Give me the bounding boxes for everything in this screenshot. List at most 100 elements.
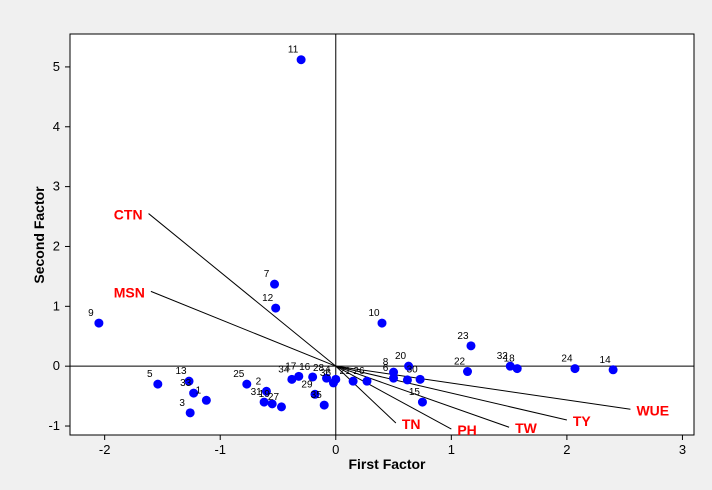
point-label: 30: [407, 364, 419, 375]
point-label: 36: [320, 368, 332, 379]
y-tick-label: 2: [53, 238, 60, 253]
loading-vector: [150, 290, 336, 367]
data-point: [294, 371, 304, 381]
x-tick-label: -2: [99, 442, 111, 457]
data-point: [570, 364, 580, 374]
vector-label: PH: [457, 422, 476, 438]
point-label: 4: [325, 364, 331, 375]
point-label: 33: [180, 378, 192, 389]
data-point: [267, 399, 277, 409]
x-axis-title: First Factor: [348, 456, 426, 472]
loading-vector: [148, 213, 337, 367]
point-label: 6: [383, 363, 389, 374]
data-point: [512, 364, 522, 374]
data-point: [417, 397, 427, 407]
vector-label: WUE: [636, 402, 669, 418]
data-point: [402, 375, 412, 385]
y-axis-title: Second Factor: [31, 186, 47, 284]
point-label: 21: [340, 366, 352, 377]
data-point: [415, 374, 425, 384]
point-label: 25: [233, 369, 245, 380]
data-point: [310, 389, 320, 399]
x-tick-label: -1: [214, 442, 226, 457]
data-point: [261, 386, 271, 396]
point-label: 15: [409, 387, 421, 398]
y-tick-label: 1: [53, 298, 60, 313]
data-point: [505, 361, 515, 371]
point-label: 13: [175, 366, 187, 377]
loading-vector: [335, 365, 631, 410]
point-label: 35: [311, 390, 323, 401]
data-point: [287, 374, 297, 384]
point-label: 5: [147, 369, 153, 380]
data-point: [94, 318, 104, 328]
point-label: 31: [251, 387, 263, 398]
point-label: 14: [600, 355, 612, 366]
y-tick-label: 0: [53, 358, 60, 373]
data-point: [608, 365, 618, 375]
data-point: [185, 408, 195, 418]
loading-vector: [335, 365, 510, 428]
data-point: [184, 376, 194, 386]
data-point: [404, 361, 414, 371]
vector-label: TN: [402, 416, 421, 432]
point-label: 32: [497, 351, 509, 362]
data-point: [308, 372, 318, 382]
data-point: [331, 374, 341, 384]
data-point: [276, 402, 286, 412]
y-tick-label: 3: [53, 179, 60, 194]
point-label: 18: [504, 354, 516, 365]
point-label: 2: [256, 376, 262, 387]
data-point: [242, 379, 252, 389]
point-label: 8: [383, 357, 389, 368]
x-tick-label: 2: [563, 442, 570, 457]
data-point: [463, 367, 473, 377]
data-point: [271, 303, 281, 313]
data-point: [153, 379, 163, 389]
point-label: 28: [313, 363, 325, 374]
plot-frame: [69, 33, 695, 436]
x-tick-label: 1: [448, 442, 455, 457]
y-tick-label: 5: [53, 59, 60, 74]
point-label: 22: [454, 357, 466, 368]
y-tick-label: 4: [53, 119, 60, 134]
point-label: 9: [88, 308, 94, 319]
data-point: [296, 55, 306, 65]
point-label: 16: [299, 362, 311, 373]
vector-label: MSN: [114, 284, 145, 300]
x-tick-label: 3: [679, 442, 686, 457]
point-label: 24: [561, 354, 573, 365]
data-point: [362, 376, 372, 386]
point-label: 7: [264, 269, 270, 280]
vector-label: CTN: [114, 207, 143, 223]
point-label: 27: [268, 392, 280, 403]
data-point: [270, 279, 280, 289]
loading-vector: [335, 365, 397, 424]
data-point: [466, 341, 476, 351]
point-label: 26: [353, 366, 365, 377]
data-point: [322, 373, 332, 383]
point-label: 17: [285, 361, 297, 372]
vector-label: TW: [515, 420, 538, 436]
data-point: [189, 388, 199, 398]
data-point: [201, 395, 211, 405]
point-label: 23: [457, 331, 469, 342]
loading-vector: [335, 365, 452, 430]
x-tick-label: 0: [332, 442, 339, 457]
point-label: 10: [368, 308, 380, 319]
point-label: 29: [301, 379, 313, 390]
y-tick-label: -1: [48, 418, 60, 433]
point-label: 34: [278, 364, 290, 375]
data-point: [389, 367, 399, 377]
data-point: [348, 376, 358, 386]
data-point: [377, 318, 387, 328]
point-label: 11: [288, 45, 299, 56]
vector-label: TY: [573, 413, 592, 429]
point-label: 19: [259, 389, 271, 400]
data-point: [319, 400, 329, 410]
point-label: 12: [262, 293, 274, 304]
point-label: 3: [179, 398, 185, 409]
point-label: 20: [395, 351, 407, 362]
